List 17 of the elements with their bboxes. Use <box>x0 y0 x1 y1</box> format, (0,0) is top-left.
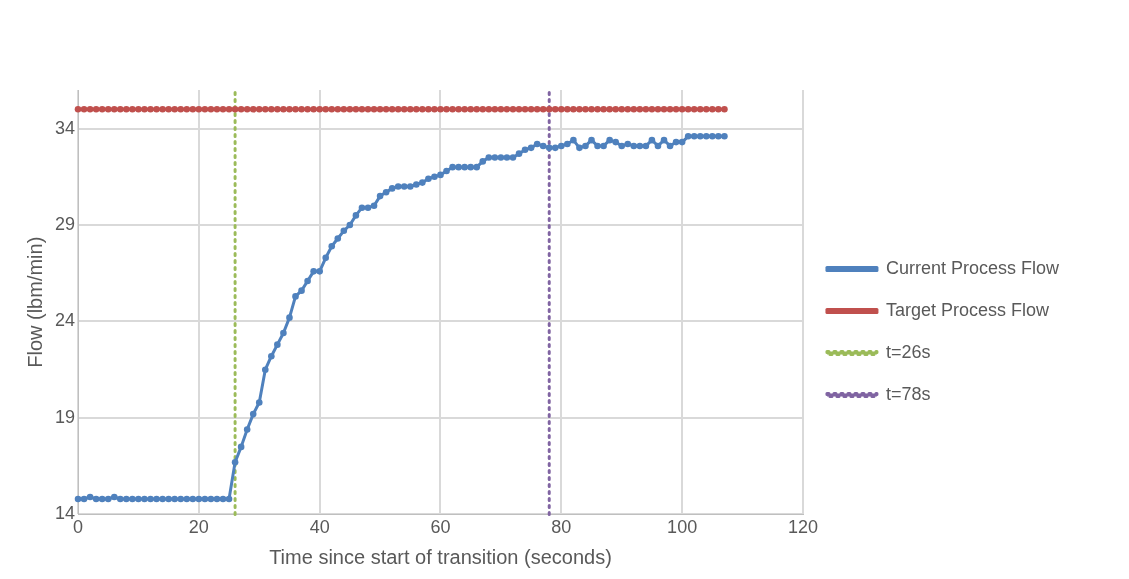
y-axis-title: Flow (lbm/min) <box>23 236 46 368</box>
x-tick-label: 100 <box>667 517 698 538</box>
x-axis-title: Time since start of transition (seconds) <box>269 545 612 568</box>
legend-label: t=26s <box>885 341 931 362</box>
y-tick-label: 24 <box>54 310 76 331</box>
y-tick-label: 19 <box>54 406 76 427</box>
legend-label: t=78s <box>885 383 931 404</box>
legend-label: Current Process Flow <box>885 257 1060 278</box>
x-tick-label: 60 <box>430 517 451 538</box>
y-tick-label: 29 <box>54 214 76 235</box>
legend-label: Target Process Flow <box>885 299 1051 320</box>
y-tick-label: 34 <box>54 117 76 138</box>
x-tick-label: 20 <box>188 517 209 538</box>
x-tick-label: 0 <box>73 517 84 538</box>
x-tick-label: 80 <box>551 517 572 538</box>
x-tick-label: 40 <box>309 517 330 538</box>
x-tick-label: 120 <box>787 517 818 538</box>
